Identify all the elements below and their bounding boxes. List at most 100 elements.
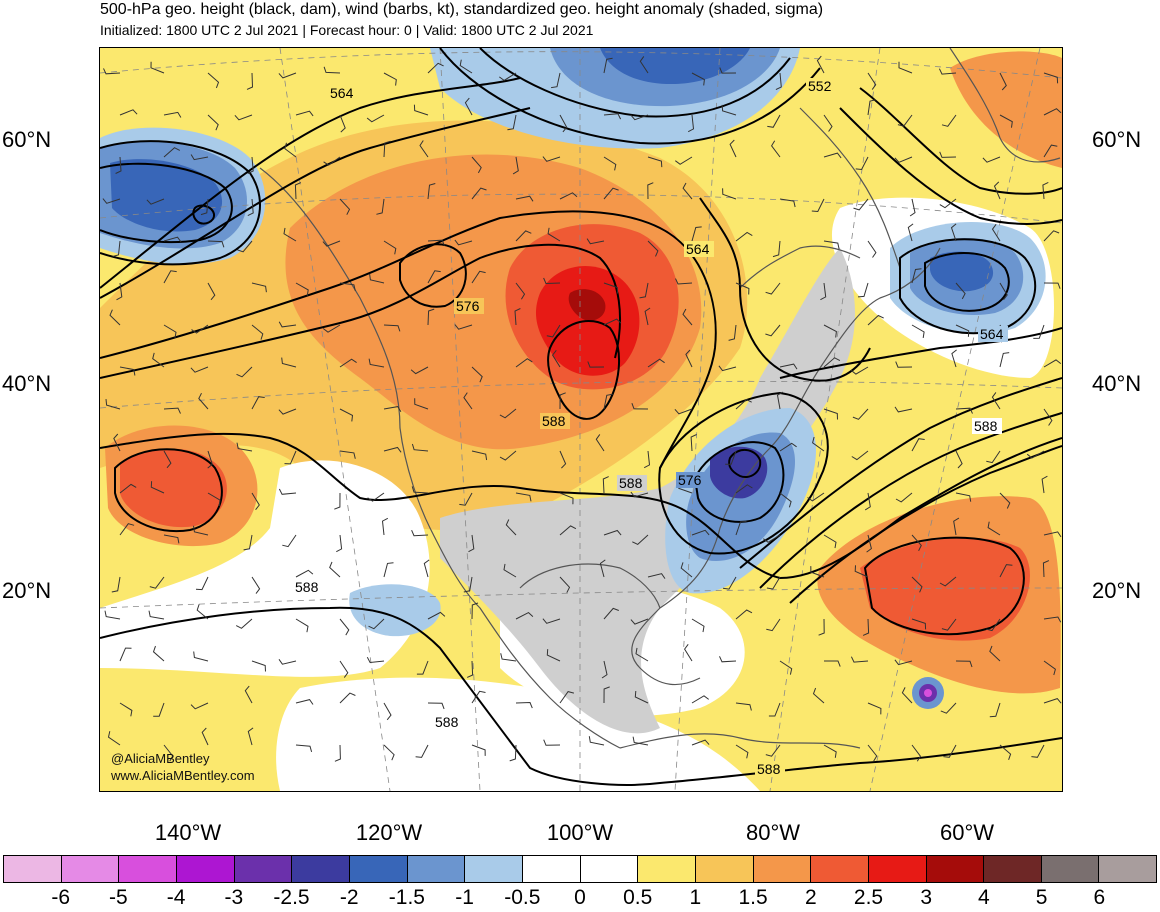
lat-label-right-20n: 20°N: [1092, 578, 1142, 603]
wind-barb: [1043, 660, 1056, 676]
wind-barb: [105, 399, 121, 410]
wind-barb: [812, 687, 825, 704]
colorbar-swatch: [1099, 856, 1157, 882]
wind-barb: [193, 651, 209, 662]
wind-barb: [850, 366, 869, 375]
wind-barb: [191, 324, 209, 334]
wind-barb: [1043, 144, 1058, 158]
wind-barb: [911, 534, 922, 552]
wind-barb: [938, 68, 957, 75]
wind-barb: [339, 660, 349, 678]
wind-barb: [735, 609, 753, 620]
wind-barb: [471, 744, 486, 756]
wind-barb: [551, 72, 561, 89]
lat-label-left-60n: 60°N: [2, 127, 52, 152]
wind-barb: [639, 56, 649, 74]
wind-barb: [459, 492, 473, 506]
wind-barb: [509, 744, 517, 762]
wind-barb: [119, 366, 136, 376]
wind-barb: [198, 392, 209, 410]
wind-barb: [322, 324, 341, 333]
wind-barb: [779, 660, 793, 675]
wind-barb: [463, 392, 473, 410]
contour-564-north: [100, 77, 521, 289]
wind-barb: [943, 744, 957, 758]
map-subtitle: Initialized: 1800 UTC 2 Jul 2021 | Forec…: [100, 22, 594, 38]
wind-barb: [823, 324, 837, 338]
negative-anomaly-north-atlantic-center: [930, 251, 994, 292]
wind-barb: [855, 156, 869, 171]
wind-barb: [735, 231, 753, 242]
wind-barb: [823, 357, 841, 368]
wind-barb: [687, 114, 695, 133]
wind-barb: [603, 686, 610, 704]
wind-barb: [454, 324, 473, 330]
wind-barb: [383, 240, 397, 255]
contour-label: 588: [542, 413, 566, 429]
contour-closed-high-west: [399, 243, 467, 308]
wind-barb: [647, 240, 659, 257]
wind-barb: [542, 156, 561, 162]
wind-barb: [163, 324, 177, 339]
wind-barb: [368, 358, 385, 368]
wind-barb: [823, 744, 837, 758]
wind-barb: [955, 282, 966, 300]
wind-barb: [1043, 282, 1061, 289]
wind-barb: [909, 198, 916, 217]
colorbar-label: 3: [920, 886, 933, 909]
colorbar-label: 1: [689, 886, 702, 909]
wind-barb: [776, 391, 783, 410]
wind-barb: [119, 483, 137, 494]
wind-barb: [190, 154, 209, 161]
wind-barb: [586, 238, 605, 245]
wind-barb: [193, 525, 209, 536]
wind-barb: [559, 576, 571, 593]
wind-barb: [1043, 72, 1059, 84]
wind-barb: [190, 366, 209, 373]
wind-barb: [119, 523, 135, 536]
wind-barb: [196, 604, 209, 620]
wind-barb: [295, 282, 309, 296]
contour-arctic-2: [479, 48, 791, 118]
wind-barb: [236, 366, 253, 378]
wind-barb: [991, 392, 1001, 410]
wind-barb: [735, 399, 752, 410]
wind-barb: [459, 59, 473, 74]
colorbar-label: 2.5: [853, 886, 884, 909]
contour-564-east: [699, 197, 871, 382]
wind-barb: [632, 534, 649, 545]
wind-barb: [163, 236, 182, 243]
wind-barb: [894, 659, 913, 666]
wind-barb: [647, 182, 654, 200]
wind-barb: [115, 156, 122, 174]
wind-barb: [150, 481, 165, 494]
wind-barb: [427, 62, 444, 74]
wind-barb: [383, 702, 392, 721]
wind-barb: [235, 618, 253, 629]
wind-barb: [500, 653, 517, 662]
wind-barb: [867, 744, 878, 762]
lat-label-left-40n: 40°N: [2, 371, 52, 396]
wind-barb: [951, 349, 957, 368]
wind-barb: [367, 492, 385, 502]
wind-barb: [546, 324, 561, 338]
lon-label-120w: 120°W: [355, 820, 423, 845]
colorbar-label: -1: [455, 886, 474, 909]
wind-barb: [986, 450, 1001, 464]
colorbar-label: -2.5: [273, 886, 310, 909]
wind-barb: [857, 282, 869, 298]
wind-barb: [864, 492, 871, 511]
wind-barb: [765, 744, 781, 757]
wind-barb: [411, 486, 429, 494]
wind-barb: [383, 72, 397, 86]
wind-barb: [423, 559, 430, 578]
wind-barb: [278, 72, 297, 79]
wind-barb: [867, 240, 877, 258]
contour-north-atlantic-low-b: [924, 252, 1010, 312]
wind-barb: [630, 618, 649, 625]
wind-barb: [278, 321, 297, 328]
colorbar-label: 0.5: [623, 886, 653, 909]
wind-barb: [955, 450, 963, 469]
colorbar-swatch: [465, 856, 523, 882]
wind-barb: [816, 55, 825, 74]
